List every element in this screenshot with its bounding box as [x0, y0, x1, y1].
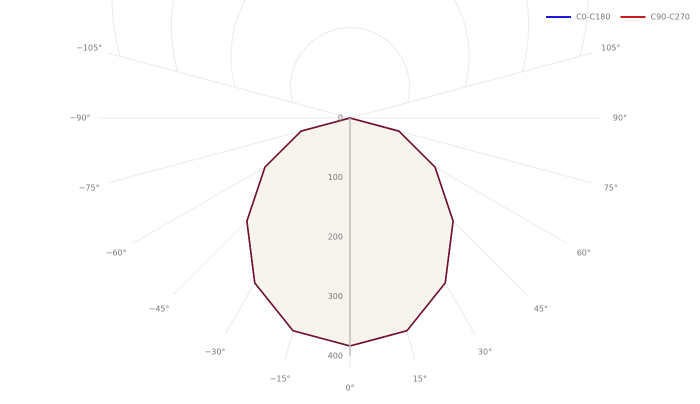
grid-line [349, 52, 592, 119]
angle-label: 0° [345, 384, 354, 393]
radial-tick-label: 0 [338, 114, 343, 123]
angle-label: −60° [106, 249, 127, 258]
angle-label: 90° [613, 114, 627, 123]
angle-label: 105° [601, 44, 620, 53]
grid-circle [290, 27, 410, 103]
angle-label: 30° [478, 347, 492, 356]
grid-circle [230, 0, 470, 88]
legend-label: C90-C270 [650, 13, 690, 22]
angle-label: −75° [79, 183, 100, 192]
grid-line [108, 52, 351, 119]
angle-label: 15° [413, 374, 427, 383]
angle-label: −90° [70, 114, 91, 123]
legend-label: C0-C180 [576, 13, 610, 22]
radial-tick-label: 100 [328, 173, 343, 182]
grid-circle [170, 0, 530, 72]
grid-circle [111, 0, 589, 57]
radial-tick-label: 200 [328, 233, 343, 242]
angle-label: −15° [270, 374, 291, 383]
radial-tick-label: 300 [328, 292, 343, 301]
angle-label: 45° [534, 304, 548, 313]
angle-label: −30° [205, 347, 226, 356]
angle-label: 60° [577, 249, 591, 258]
angle-label: −45° [149, 304, 170, 313]
angle-label: 75° [604, 183, 618, 192]
angle-label: −105° [76, 44, 102, 53]
radial-tick-label: 400 [328, 352, 343, 361]
